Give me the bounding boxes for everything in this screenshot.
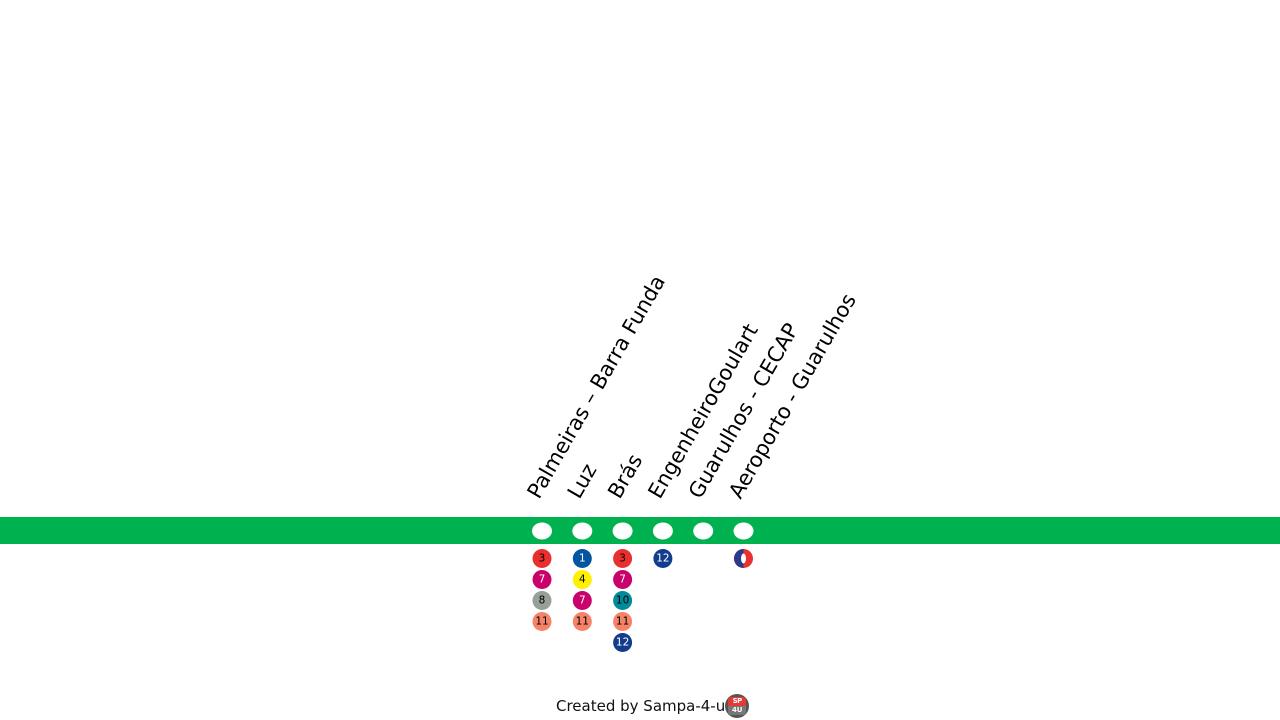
connection-badge <box>613 633 633 652</box>
connection-label: 7 <box>619 574 626 586</box>
connection-label: 1 <box>579 553 586 565</box>
connection-label: 11 <box>576 616 589 628</box>
connection-badge <box>613 570 633 589</box>
station-marker <box>733 522 754 540</box>
connection-badge <box>613 612 633 631</box>
station-marker <box>693 522 714 540</box>
station-marker <box>652 522 673 540</box>
footer-credit: Created by Sampa-4-u <box>556 697 726 715</box>
connection-label: 12 <box>616 637 629 649</box>
connection-badge <box>613 549 633 568</box>
connection-label: 3 <box>539 553 546 565</box>
connection-badge <box>572 612 592 631</box>
station-label: Palmeiras – Barra Funda <box>523 271 670 502</box>
connection-label: 12 <box>656 553 669 565</box>
connection-label: 11 <box>616 616 629 628</box>
logo-bottom-text: 4U <box>728 706 747 715</box>
airport-icon-center <box>741 553 746 564</box>
connection-badge <box>532 549 552 568</box>
station-marker <box>532 522 552 540</box>
connection-badge <box>613 591 633 610</box>
connection-badge <box>653 549 673 568</box>
airport-icon-half <box>734 549 744 568</box>
connection-badge <box>572 549 592 568</box>
logo-top-text: SP <box>728 697 747 706</box>
station-marker <box>572 522 593 540</box>
line-bar <box>0 517 1280 544</box>
connection-badge <box>572 591 592 610</box>
connection-badge <box>532 612 552 631</box>
connection-badge <box>572 570 592 589</box>
connection-label: 3 <box>619 553 626 565</box>
stations: Palmeiras – Barra Funda 3 7 8 11 Luz 1 4 7 11 Brás… <box>523 271 861 652</box>
connection-label: 7 <box>539 574 546 586</box>
connection-badge <box>532 591 552 610</box>
footer: Created by Sampa-4-u SP 4U <box>556 694 750 718</box>
connection-label: 11 <box>535 616 548 628</box>
connection-label: 8 <box>539 595 546 607</box>
station-marker <box>612 522 633 540</box>
connection-label: 10 <box>616 595 629 607</box>
sampa-4-u-logo-icon: SP 4U <box>725 694 750 718</box>
connection-label: 7 <box>579 595 586 607</box>
connection-badge <box>532 570 552 589</box>
connection-label: 4 <box>579 574 586 586</box>
station-label: Luz <box>563 460 602 503</box>
station-label: Brás <box>603 450 647 503</box>
